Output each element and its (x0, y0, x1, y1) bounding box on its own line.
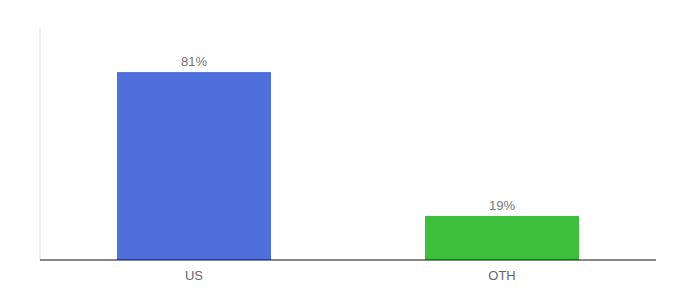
chart-container: 81% 19% US OTH (0, 0, 680, 300)
x-axis-line (40, 260, 656, 261)
x-tick-label: OTH (488, 268, 515, 283)
chart-svg: 81% 19% US OTH (0, 0, 680, 300)
bar (117, 72, 271, 260)
bars (117, 72, 579, 260)
bar (425, 216, 579, 260)
data-label: 81% (181, 54, 207, 69)
y-axis-line (40, 28, 41, 260)
x-tick-label: US (185, 268, 203, 283)
data-label: 19% (489, 198, 515, 213)
